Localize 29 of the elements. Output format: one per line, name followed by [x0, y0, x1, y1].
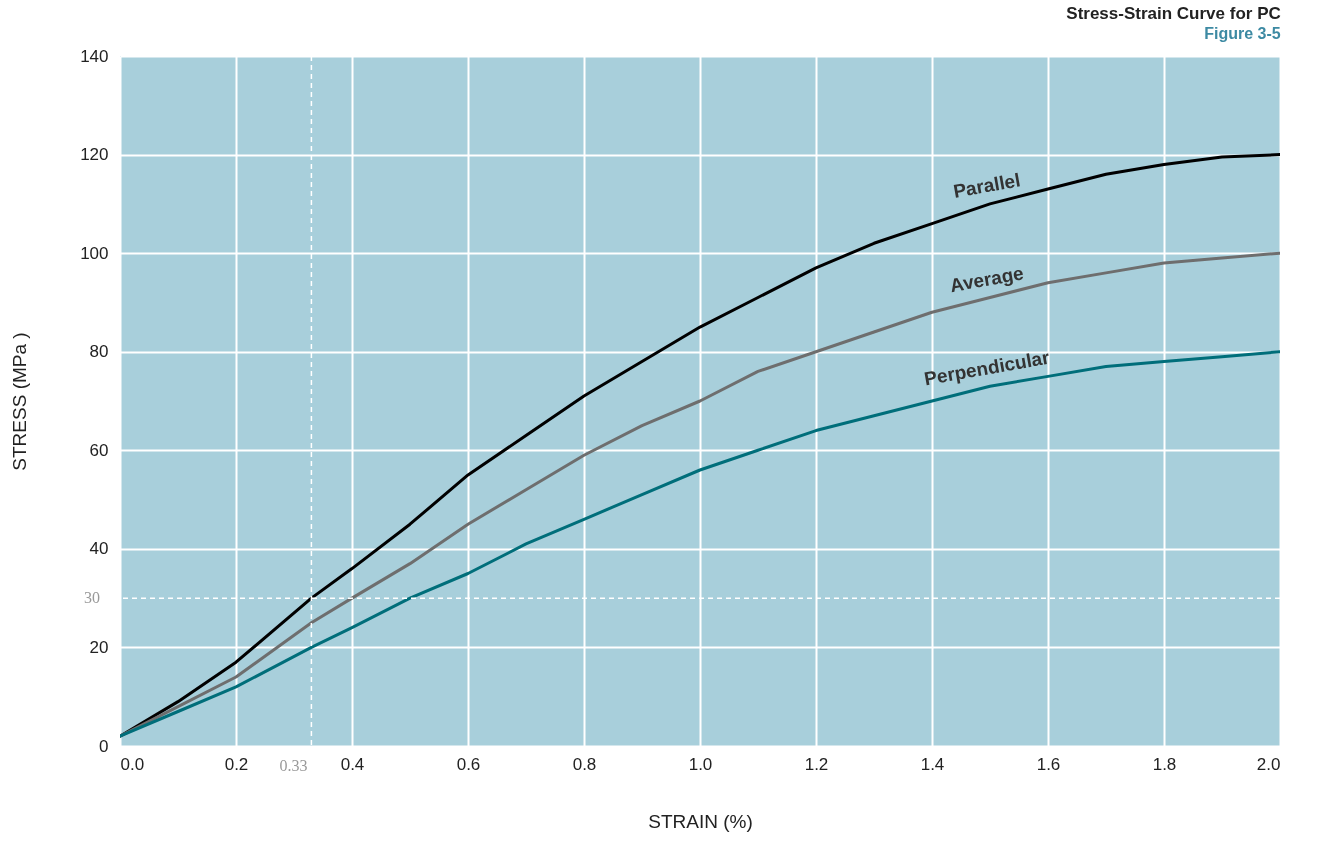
x-tick-label: 0.0	[120, 754, 145, 774]
x-tick-label: 1.4	[920, 754, 945, 774]
x-tick-label: 1.8	[1152, 754, 1177, 774]
y-tick-label: 0	[99, 736, 109, 756]
y-axis-title: STRESS (MPa )	[9, 332, 31, 471]
chart-title: Stress-Strain Curve for PC	[1066, 4, 1281, 23]
text: Perpendicular	[922, 346, 1052, 390]
x-tick-label: 2.0	[1256, 754, 1281, 774]
y-tick-label: 60	[89, 440, 109, 460]
ref-line-label: 0.33	[279, 757, 308, 774]
y-tick-label: 120	[80, 145, 109, 165]
x-axis-title: STRAIN (%)	[648, 810, 753, 832]
x-tick-label: 0.2	[224, 754, 249, 774]
x-tick-label: 1.6	[1036, 754, 1061, 774]
text: Average	[948, 262, 1026, 297]
ref-line-label: 30	[84, 589, 100, 607]
y-tick-label: 40	[89, 539, 109, 559]
y-tick-label: 80	[89, 342, 109, 362]
x-tick-label: 0.8	[572, 754, 597, 774]
x-tick-label: 1.2	[804, 754, 829, 774]
text: Parallel	[951, 169, 1022, 202]
y-tick-label: 140	[80, 46, 109, 66]
y-tick-label: 100	[80, 243, 109, 263]
x-tick-label: 1.0	[688, 754, 713, 774]
x-tick-label: 0.6	[456, 754, 481, 774]
line-series	[120, 350, 1280, 738]
caption: Figure 3-5	[1204, 25, 1281, 42]
y-tick-label: 20	[89, 637, 109, 657]
x-tick-label: 0.4	[340, 754, 365, 774]
